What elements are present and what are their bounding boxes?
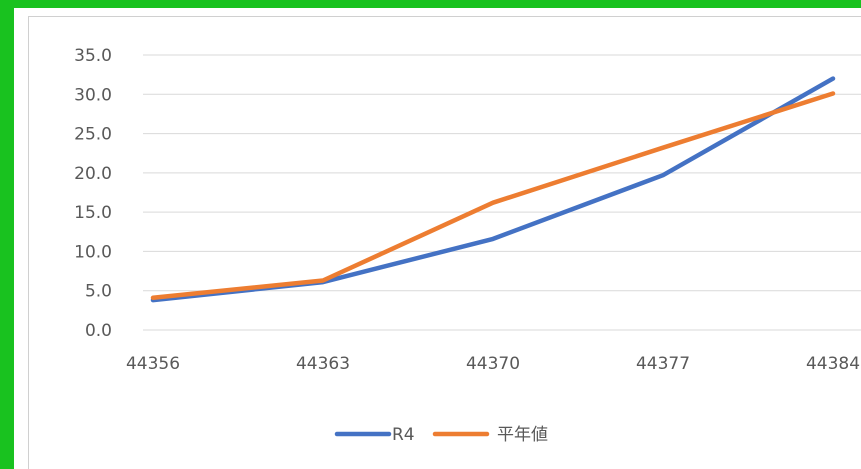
x-tick-label: 44377 [636,354,690,374]
y-tick-label: 20.0 [74,164,112,184]
x-tick-label: 44356 [126,354,180,374]
x-tick-label: 44384 [806,354,860,374]
y-tick-label: 10.0 [74,242,112,262]
x-tick-label: 44363 [296,354,350,374]
x-tick-label: 44370 [466,354,520,374]
y-tick-label: 30.0 [74,85,112,105]
series-line-平年値 [150,91,836,301]
legend: R4 平年値 [334,425,548,445]
y-tick-label: 0.0 [85,321,112,341]
chart-area-border [28,16,861,469]
y-tick-label: 25.0 [74,125,112,145]
y-tick-label: 15.0 [74,203,112,223]
legend-label: R4 [392,425,415,445]
legend-label: 平年値 [497,425,548,445]
series-lines [150,76,836,303]
gridlines [143,54,861,331]
series-line-R4 [150,76,836,303]
x-axis-tick-labels: 44356 44363 44370 44377 44384 [126,354,860,374]
y-axis-tick-labels: 35.0 30.0 25.0 20.0 15.0 10.0 5.0 0.0 [74,46,112,341]
y-tick-label: 5.0 [85,282,112,302]
y-tick-label: 35.0 [74,46,112,66]
